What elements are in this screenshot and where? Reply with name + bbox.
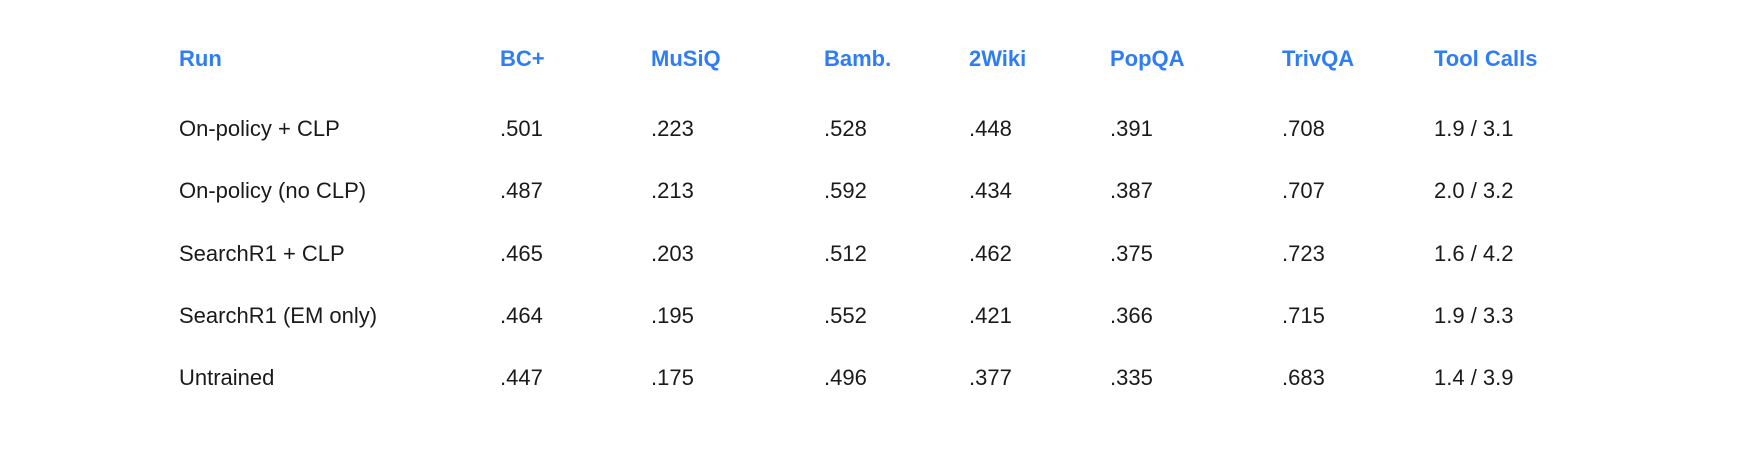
cell-tool-calls: 1.6 / 4.2 xyxy=(1434,241,1514,266)
cell-2wiki: .448 xyxy=(969,116,1012,141)
cell-bc-plus: .464 xyxy=(500,303,543,328)
cell-run: SearchR1 (EM only) xyxy=(179,303,378,328)
cell-tool-calls: 2.0 / 3.2 xyxy=(1434,178,1514,203)
cell-bamb: .512 xyxy=(824,241,867,266)
column-header-bc-plus: BC+ xyxy=(500,46,545,71)
cell-bamb: .496 xyxy=(824,365,867,390)
cell-trivqa: .707 xyxy=(1282,178,1325,203)
column-header-tool-calls: Tool Calls xyxy=(1434,46,1538,71)
cell-popqa: .387 xyxy=(1110,178,1153,203)
cell-popqa: .391 xyxy=(1110,116,1153,141)
cell-musiq: .223 xyxy=(651,116,694,141)
cell-bamb: .528 xyxy=(824,116,867,141)
cell-tool-calls: 1.9 / 3.3 xyxy=(1434,303,1514,328)
cell-trivqa: .708 xyxy=(1282,116,1325,141)
column-header-run: Run xyxy=(179,46,222,71)
cell-bc-plus: .465 xyxy=(500,241,543,266)
cell-2wiki: .434 xyxy=(969,178,1012,203)
cell-musiq: .195 xyxy=(651,303,694,328)
cell-trivqa: .715 xyxy=(1282,303,1325,328)
cell-musiq: .175 xyxy=(651,365,694,390)
cell-bamb: .552 xyxy=(824,303,867,328)
column-header-2wiki: 2Wiki xyxy=(969,46,1027,71)
cell-run: Untrained xyxy=(179,365,275,390)
cell-bc-plus: .447 xyxy=(500,365,543,390)
cell-musiq: .203 xyxy=(651,241,694,266)
cell-bc-plus: .487 xyxy=(500,178,543,203)
column-header-trivqa: TrivQA xyxy=(1282,46,1355,71)
column-header-bamb: Bamb. xyxy=(824,46,892,71)
cell-2wiki: .421 xyxy=(969,303,1012,328)
cell-tool-calls: 1.9 / 3.1 xyxy=(1434,116,1514,141)
cell-2wiki: .462 xyxy=(969,241,1012,266)
cell-bc-plus: .501 xyxy=(500,116,543,141)
cell-popqa: .375 xyxy=(1110,241,1153,266)
column-header-musiq: MuSiQ xyxy=(651,46,721,71)
cell-2wiki: .377 xyxy=(969,365,1012,390)
cell-popqa: .366 xyxy=(1110,303,1153,328)
cell-bamb: .592 xyxy=(824,178,867,203)
cell-musiq: .213 xyxy=(651,178,694,203)
cell-trivqa: .683 xyxy=(1282,365,1325,390)
cell-popqa: .335 xyxy=(1110,365,1153,390)
column-header-popqa: PopQA xyxy=(1110,46,1185,71)
cell-run: SearchR1 + CLP xyxy=(179,241,345,266)
cell-run: On-policy + CLP xyxy=(179,116,340,141)
cell-tool-calls: 1.4 / 3.9 xyxy=(1434,365,1514,390)
cell-run: On-policy (no CLP) xyxy=(179,178,367,203)
cell-trivqa: .723 xyxy=(1282,241,1325,266)
